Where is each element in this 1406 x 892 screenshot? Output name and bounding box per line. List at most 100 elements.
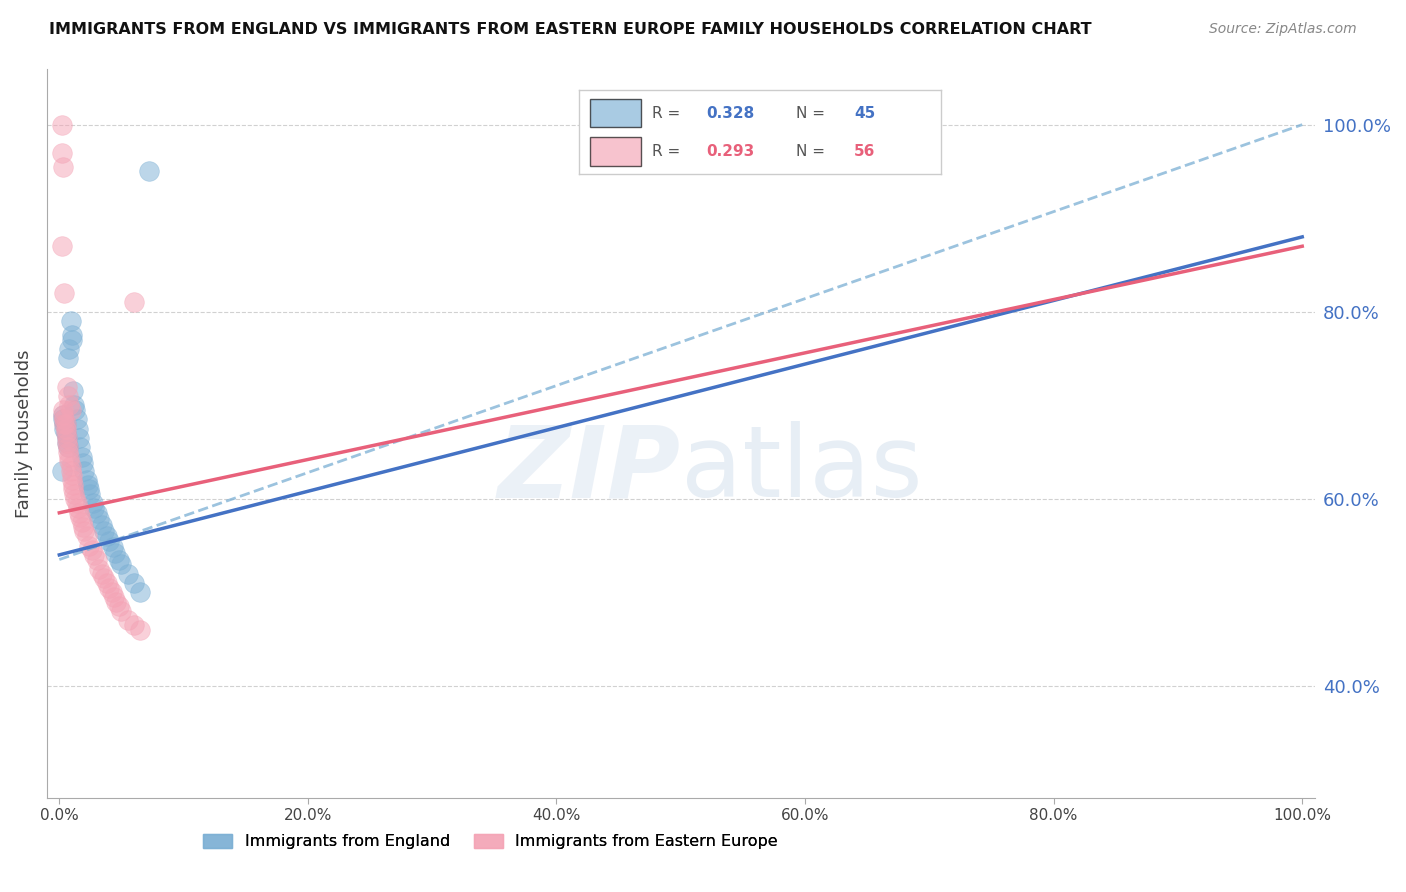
Point	[53, 422, 76, 436]
Point	[59, 458, 82, 473]
Point	[52, 403, 75, 417]
Point	[53, 412, 76, 426]
Point	[52, 408, 75, 422]
Legend: Immigrants from England, Immigrants from Eastern Europe: Immigrants from England, Immigrants from…	[197, 828, 785, 855]
Point	[63, 398, 86, 412]
Point	[60, 333, 83, 347]
Text: IMMIGRANTS FROM ENGLAND VS IMMIGRANTS FROM EASTERN EUROPE FAMILY HOUSEHOLDS CORR: IMMIGRANTS FROM ENGLAND VS IMMIGRANTS FR…	[49, 22, 1092, 37]
Point	[56, 389, 79, 403]
Point	[56, 351, 79, 366]
Point	[60, 328, 83, 343]
Point	[129, 585, 152, 599]
Point	[70, 515, 93, 529]
Point	[93, 571, 115, 585]
Point	[56, 440, 79, 454]
Point	[82, 496, 104, 510]
Point	[108, 599, 131, 614]
Point	[51, 118, 73, 132]
Point	[87, 512, 110, 526]
Point	[58, 398, 80, 412]
Point	[51, 464, 73, 478]
Point	[59, 464, 82, 478]
Point	[100, 585, 122, 599]
Point	[98, 533, 121, 548]
Point	[55, 435, 77, 450]
Point	[67, 506, 90, 520]
Point	[55, 417, 77, 431]
Point	[55, 426, 77, 441]
Point	[56, 445, 79, 459]
Point	[62, 483, 84, 497]
Point	[117, 613, 139, 627]
Point	[53, 417, 76, 431]
Point	[65, 491, 87, 506]
Point	[110, 604, 132, 618]
Point	[55, 426, 77, 441]
Point	[55, 431, 77, 445]
Point	[63, 487, 86, 501]
Point	[55, 435, 77, 450]
Point	[110, 558, 132, 572]
Point	[138, 164, 160, 178]
Point	[67, 431, 90, 445]
Point	[73, 464, 96, 478]
Point	[52, 412, 75, 426]
Point	[62, 477, 84, 491]
Point	[73, 524, 96, 539]
Point	[58, 450, 80, 464]
Point	[51, 145, 73, 160]
Point	[76, 529, 98, 543]
Point	[66, 501, 89, 516]
Point	[103, 590, 125, 604]
Point	[122, 295, 145, 310]
Point	[96, 576, 118, 591]
Point	[52, 160, 75, 174]
Point	[77, 477, 100, 491]
Point	[55, 431, 77, 445]
Point	[72, 456, 94, 470]
Point	[80, 543, 103, 558]
Point	[79, 487, 101, 501]
Point	[66, 496, 89, 510]
Point	[53, 417, 76, 431]
Point	[90, 518, 112, 533]
Y-axis label: Family Households: Family Households	[15, 349, 32, 517]
Point	[122, 576, 145, 591]
Point	[72, 520, 94, 534]
Point	[83, 548, 105, 562]
Text: Source: ZipAtlas.com: Source: ZipAtlas.com	[1209, 22, 1357, 37]
Text: ZIP: ZIP	[498, 421, 681, 518]
Point	[90, 566, 112, 581]
Point	[58, 454, 80, 468]
Text: atlas: atlas	[681, 421, 922, 518]
Point	[86, 506, 108, 520]
Point	[55, 379, 77, 393]
Point	[55, 417, 77, 431]
Point	[59, 314, 82, 328]
Point	[101, 541, 124, 555]
Point	[87, 562, 110, 576]
Point	[117, 566, 139, 581]
Point	[70, 450, 93, 464]
Point	[108, 552, 131, 566]
Point	[56, 440, 79, 454]
Point	[122, 618, 145, 632]
Point	[76, 473, 98, 487]
Point	[59, 403, 82, 417]
Point	[60, 468, 83, 483]
Point	[53, 285, 76, 300]
Point	[60, 473, 83, 487]
Point	[93, 524, 115, 538]
Point	[86, 552, 108, 566]
Point	[58, 342, 80, 356]
Point	[83, 501, 105, 516]
Point	[77, 483, 100, 497]
Point	[69, 510, 91, 524]
Point	[66, 412, 89, 426]
Point	[51, 239, 73, 253]
Point	[62, 384, 84, 399]
Point	[77, 539, 100, 553]
Point	[69, 440, 91, 454]
Point	[96, 529, 118, 543]
Point	[55, 422, 77, 436]
